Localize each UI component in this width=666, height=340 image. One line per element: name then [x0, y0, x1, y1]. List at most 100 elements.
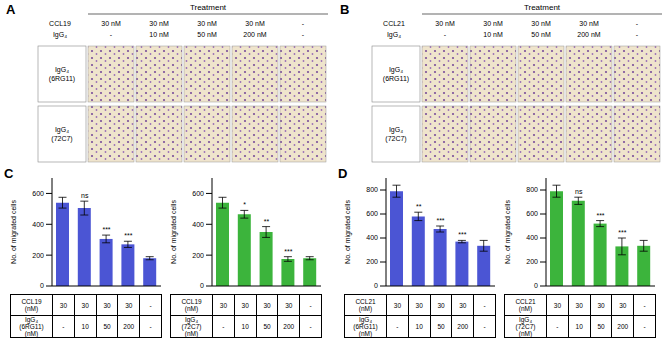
- svg-text:-: -: [302, 31, 305, 38]
- svg-text:50 nM: 50 nM: [531, 31, 551, 38]
- svg-text:***: ***: [124, 232, 132, 239]
- svg-text:200: 200: [192, 252, 204, 259]
- svg-text:30 nM: 30 nM: [101, 20, 121, 27]
- svg-text:IgG₄: IgG₄: [53, 31, 67, 39]
- svg-text:600: 600: [192, 190, 204, 197]
- svg-text:***: ***: [596, 212, 604, 219]
- html-text:30: 30: [459, 301, 467, 309]
- svg-text:200 nM: 200 nM: [577, 31, 601, 38]
- svg-text:IgG₄: IgG₄: [389, 66, 403, 74]
- html-text:(72C7): (72C7): [181, 323, 202, 330]
- svg-text:***: ***: [618, 229, 626, 236]
- svg-text:*: *: [243, 201, 246, 208]
- svg-text:Treatment: Treatment: [524, 3, 561, 12]
- svg-text:IgG₄: IgG₄: [387, 31, 401, 39]
- html-text:30: 30: [619, 301, 627, 309]
- svg-text:***: ***: [102, 226, 110, 233]
- html-text:30: 30: [553, 301, 561, 309]
- svg-text:800: 800: [526, 186, 538, 193]
- html-text:30: 30: [103, 301, 111, 309]
- svg-text:30 nM: 30 nM: [197, 20, 217, 27]
- html-text:30: 30: [415, 301, 423, 309]
- html-text:10: 10: [81, 323, 89, 330]
- html-text:(nM): (nM): [24, 305, 39, 312]
- svg-text:200: 200: [366, 258, 378, 265]
- svg-text:(72C7): (72C7): [51, 135, 72, 143]
- svg-text:No. of migrated cells: No. of migrated cells: [10, 200, 18, 264]
- html-text:200: 200: [123, 323, 135, 330]
- html-text:30: 30: [81, 301, 89, 309]
- svg-text:200: 200: [32, 252, 44, 259]
- svg-text:-: -: [110, 31, 113, 38]
- svg-text:(72C7): (72C7): [385, 135, 406, 143]
- svg-text:B: B: [340, 2, 349, 17]
- svg-text:CCL19: CCL19: [49, 20, 71, 27]
- svg-text:200 nM: 200 nM: [243, 31, 267, 38]
- svg-text:ns: ns: [575, 188, 583, 195]
- svg-text:30 nM: 30 nM: [245, 20, 265, 27]
- svg-text:CCL21: CCL21: [383, 20, 405, 27]
- html-text:30: 30: [597, 301, 605, 309]
- svg-text:30 nM: 30 nM: [435, 20, 455, 27]
- html-text:CCL19: CCL19: [181, 298, 202, 305]
- svg-text:-: -: [302, 20, 305, 27]
- svg-text:-: -: [636, 20, 639, 27]
- svg-text:Treatment: Treatment: [190, 3, 227, 12]
- svg-text:0: 0: [374, 282, 378, 288]
- html-text:IgG₄: IgG₄: [24, 316, 39, 323]
- svg-text:ns: ns: [81, 192, 89, 199]
- svg-text:IgG₄: IgG₄: [55, 66, 69, 74]
- html-text:(nM): (nM): [184, 305, 199, 312]
- svg-text:600: 600: [526, 210, 538, 217]
- svg-text:30 nM: 30 nM: [149, 20, 169, 27]
- svg-text:50 nM: 50 nM: [197, 31, 217, 38]
- html-text:30: 30: [575, 301, 583, 309]
- svg-text:600: 600: [366, 210, 378, 217]
- html-text:CCL19: CCL19: [21, 298, 42, 305]
- svg-text:No. of migrated cells: No. of migrated cells: [170, 200, 178, 264]
- svg-text:400: 400: [366, 234, 378, 241]
- svg-text:400: 400: [32, 221, 44, 228]
- html-text:C: C: [4, 166, 14, 181]
- svg-text:0: 0: [534, 282, 538, 288]
- svg-text:10 nM: 10 nM: [149, 31, 169, 38]
- svg-text:(6RG11): (6RG11): [49, 75, 75, 83]
- svg-text:**: **: [416, 203, 422, 210]
- svg-text:0: 0: [200, 282, 204, 288]
- html-text:D: D: [338, 166, 348, 181]
- html-text:50: 50: [103, 323, 111, 330]
- html-text:IgG₄: IgG₄: [184, 316, 199, 323]
- svg-text:30 nM: 30 nM: [579, 20, 599, 27]
- svg-text:IgG₄: IgG₄: [55, 126, 69, 134]
- svg-text:-: -: [444, 31, 447, 38]
- svg-text:0: 0: [40, 282, 44, 288]
- html-text:30: 30: [125, 301, 133, 309]
- html-text:(6RG11): (6RG11): [19, 323, 44, 330]
- svg-text:No. of migrated cells: No. of migrated cells: [344, 200, 352, 264]
- svg-text:**: **: [264, 218, 270, 225]
- svg-text:***: ***: [458, 231, 466, 238]
- svg-text:800: 800: [366, 186, 378, 193]
- svg-text:30 nM: 30 nM: [483, 20, 503, 27]
- svg-text:400: 400: [526, 234, 538, 241]
- svg-text:***: ***: [436, 217, 444, 224]
- svg-text:600: 600: [32, 190, 44, 197]
- svg-text:A: A: [6, 2, 16, 17]
- html-text:30: 30: [241, 301, 249, 309]
- svg-text:(6RG11): (6RG11): [383, 75, 409, 83]
- html-text:(nM): (nM): [24, 330, 39, 337]
- svg-text:-: -: [636, 31, 639, 38]
- svg-text:IgG₄: IgG₄: [389, 126, 403, 134]
- svg-text:No. of migrated cells: No. of migrated cells: [504, 200, 512, 264]
- svg-text:30 nM: 30 nM: [531, 20, 551, 27]
- html-text:30: 30: [437, 301, 445, 309]
- html-text:30: 30: [285, 301, 293, 309]
- html-text:30: 30: [59, 301, 67, 309]
- html-text:30: 30: [263, 301, 271, 309]
- svg-text:10 nM: 10 nM: [483, 31, 503, 38]
- svg-text:***: ***: [284, 248, 292, 255]
- svg-text:400: 400: [192, 221, 204, 228]
- svg-text:200: 200: [526, 258, 538, 265]
- html-text:30: 30: [219, 301, 227, 309]
- html-text:30: 30: [393, 301, 401, 309]
